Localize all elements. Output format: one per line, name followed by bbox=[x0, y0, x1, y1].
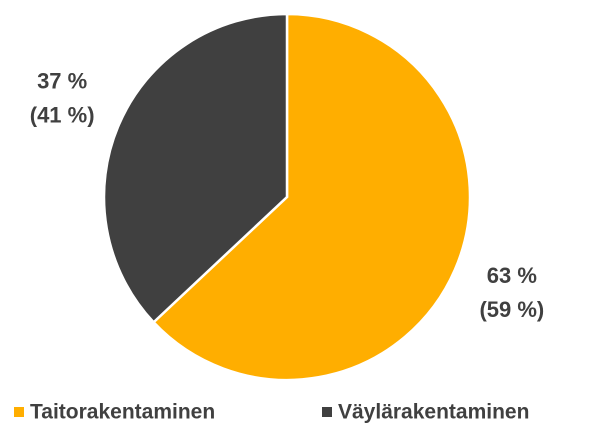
slice-secondary-label: (59 %) bbox=[479, 297, 544, 322]
legend-label: Väylärakentaminen bbox=[338, 401, 529, 424]
slice-label: 63 % bbox=[487, 263, 537, 288]
pie-slice bbox=[102, 12, 289, 325]
pie-slice bbox=[151, 12, 472, 382]
legend-swatch bbox=[14, 407, 24, 417]
slice-secondary-label: (41 %) bbox=[30, 103, 95, 128]
slice-label: 37 % bbox=[37, 69, 87, 94]
legend-label: Taitorakentaminen bbox=[30, 401, 215, 424]
legend-swatch bbox=[322, 407, 332, 417]
